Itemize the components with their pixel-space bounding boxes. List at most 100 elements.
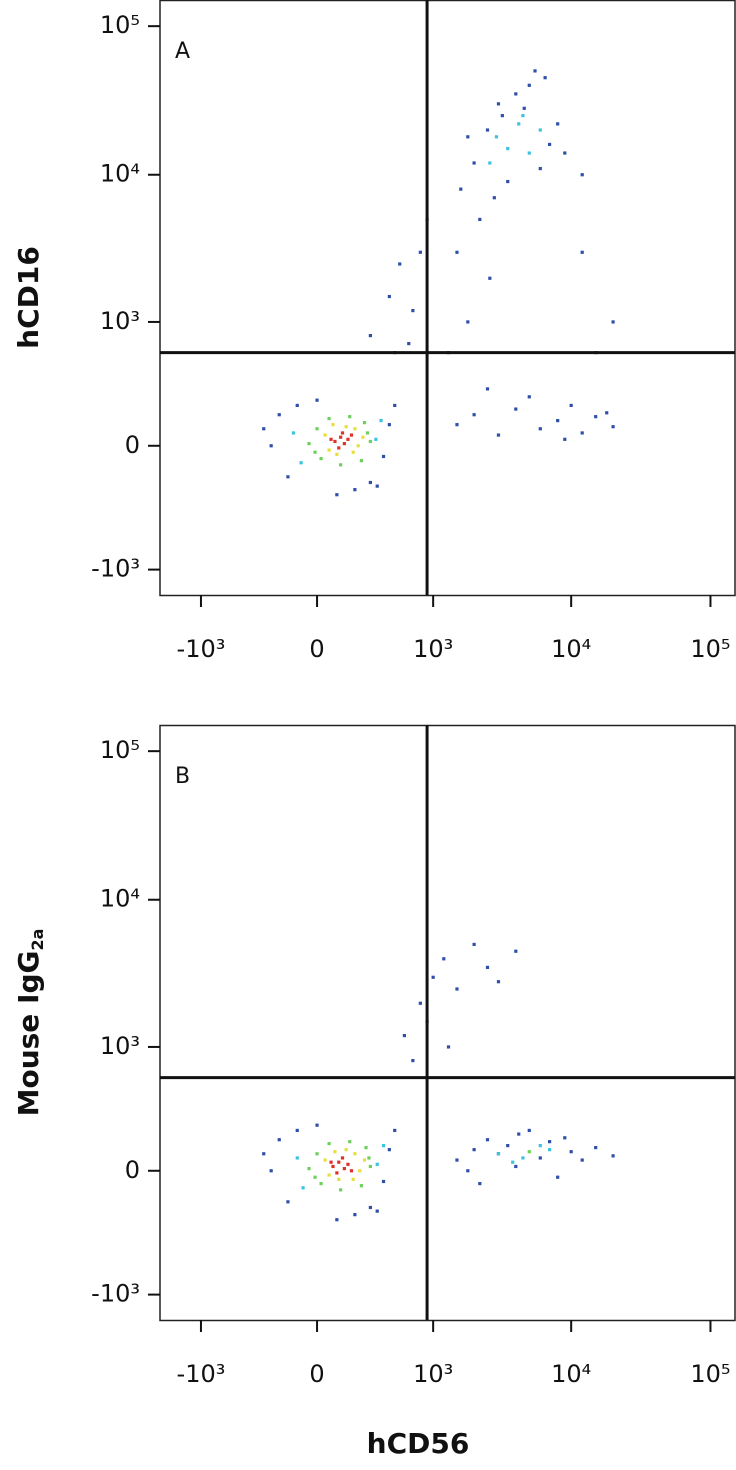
event-dot <box>514 407 518 411</box>
x-tick-label: 10⁴ <box>551 635 591 663</box>
event-dot <box>527 395 531 399</box>
event-dot <box>459 187 463 191</box>
event-dot <box>511 1160 515 1164</box>
event-dot <box>364 1146 368 1150</box>
event-dot <box>488 276 492 280</box>
event-dot <box>538 1144 542 1148</box>
event-dot <box>387 423 391 427</box>
event-dot <box>339 463 343 467</box>
event-dot <box>327 1173 331 1177</box>
event-dot <box>359 1184 363 1188</box>
event-dot <box>548 1148 552 1152</box>
event-dot <box>356 444 360 448</box>
y-tick-label: 10⁵ <box>100 736 140 764</box>
event-dot <box>365 431 370 435</box>
event-dot <box>418 1001 422 1005</box>
event-dot <box>611 320 615 324</box>
event-dot <box>351 1177 355 1181</box>
y-axis-title: Mouse IgG2a <box>12 929 47 1117</box>
event-dot <box>342 1167 346 1171</box>
event-dot <box>442 957 446 961</box>
event-dot <box>548 1140 552 1144</box>
event-dot <box>269 444 273 448</box>
event-dot <box>605 411 609 415</box>
y-tick-label: 10⁵ <box>100 11 140 39</box>
y-tick-label: 10⁴ <box>100 885 140 913</box>
event-dot <box>361 435 365 439</box>
event-dot <box>455 250 459 254</box>
event-dot <box>335 1171 339 1175</box>
event-dot <box>466 135 470 139</box>
event-dot <box>340 1156 345 1160</box>
event-dot <box>569 1150 573 1154</box>
event-dot <box>521 1156 525 1160</box>
event-dot <box>580 250 584 254</box>
event-dot <box>381 454 386 459</box>
event-dot <box>492 196 496 200</box>
event-dot <box>494 135 499 139</box>
event-dot <box>359 459 363 463</box>
y-tick-label: 0 <box>125 431 140 459</box>
event-dot <box>488 161 492 165</box>
event-dot <box>594 1146 598 1150</box>
event-dot <box>446 1045 451 1049</box>
event-dot <box>580 173 584 177</box>
event-dot <box>362 421 367 425</box>
event-dot <box>580 1158 584 1162</box>
event-dot <box>485 965 490 969</box>
event-dot <box>301 1186 305 1190</box>
event-dot <box>418 250 422 254</box>
event-dot <box>563 1136 567 1140</box>
event-dot <box>353 488 357 492</box>
event-dot <box>514 949 518 953</box>
x-tick-label: 10⁴ <box>551 1360 591 1388</box>
event-dot <box>344 425 348 429</box>
event-dot <box>262 427 266 431</box>
event-dot <box>339 1188 343 1192</box>
event-dot <box>411 1058 415 1063</box>
event-dot <box>381 1179 386 1184</box>
event-dot <box>323 433 327 437</box>
event-dot <box>277 413 281 417</box>
event-dot <box>295 1128 299 1133</box>
event-dot <box>374 437 378 441</box>
event-dot <box>387 1148 391 1152</box>
event-dot <box>329 1160 333 1164</box>
event-dot <box>313 450 317 454</box>
event-dot <box>506 146 510 151</box>
event-dot <box>538 166 542 171</box>
event-dot <box>368 333 372 338</box>
event-dot <box>333 439 337 444</box>
event-dot <box>381 1144 386 1148</box>
event-dot <box>527 1128 531 1133</box>
event-dot <box>367 1156 371 1160</box>
event-dot <box>496 1152 501 1156</box>
event-dot <box>393 1128 397 1133</box>
plot-frame <box>159 0 736 597</box>
event-dot <box>286 1200 290 1204</box>
event-dot <box>514 92 518 96</box>
event-dot <box>375 1162 379 1166</box>
event-dot <box>368 480 372 485</box>
x-tick-label: 10³ <box>413 1360 453 1388</box>
event-dot <box>455 987 459 991</box>
event-dot <box>466 1169 470 1173</box>
y-tick-label: -10³ <box>91 1280 140 1308</box>
event-dot <box>286 475 290 479</box>
event-dot <box>517 122 521 126</box>
event-dot <box>327 448 331 452</box>
event-dot <box>538 427 542 431</box>
event-dot <box>335 493 339 497</box>
event-dot <box>556 122 560 126</box>
y-tick-label: 10³ <box>100 307 140 335</box>
event-dot <box>342 442 346 446</box>
event-dot <box>402 1033 407 1038</box>
event-dot <box>563 437 567 441</box>
event-dot <box>611 425 615 429</box>
event-dot <box>295 403 299 408</box>
event-dot <box>329 437 333 441</box>
event-dot <box>527 1150 531 1154</box>
event-dot <box>455 423 459 427</box>
event-dot <box>455 1158 459 1162</box>
